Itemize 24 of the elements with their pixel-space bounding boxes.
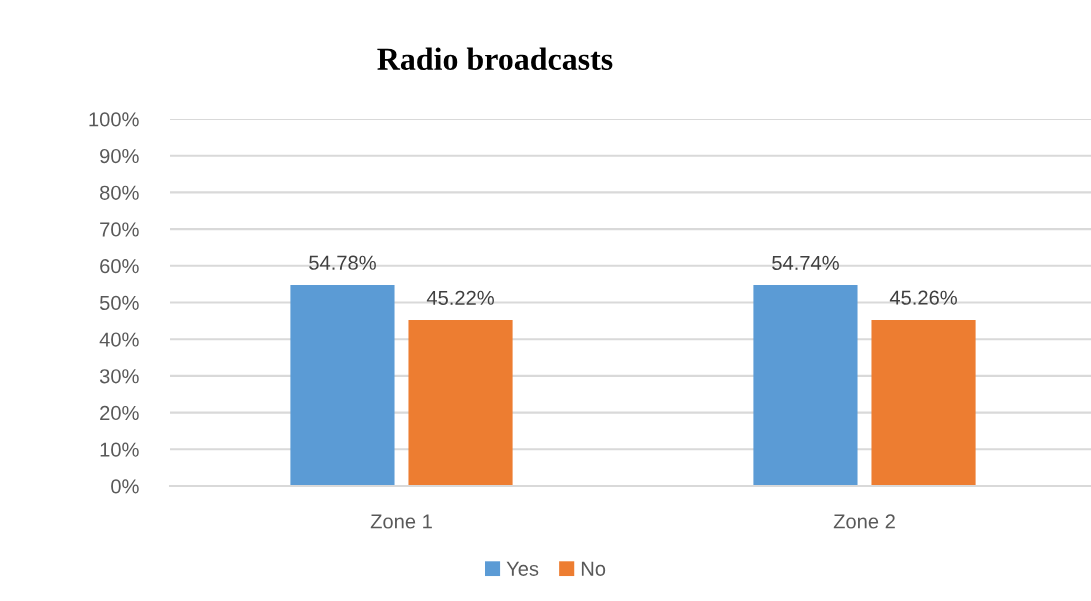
x-tick-label: Zone 2 bbox=[833, 514, 895, 529]
x-tick-label: Zone 1 bbox=[370, 514, 432, 529]
data-label: 45.22% bbox=[426, 290, 494, 305]
data-label: 54.78% bbox=[309, 255, 376, 270]
bar bbox=[753, 285, 858, 486]
y-tick-label: 40% bbox=[99, 332, 139, 347]
y-tick-label: 60% bbox=[100, 259, 139, 274]
y-tick-label: 50% bbox=[99, 295, 139, 310]
y-tick-label: 30% bbox=[99, 369, 139, 384]
legend-label: Yes bbox=[506, 561, 539, 576]
y-tick-label: 20% bbox=[100, 405, 139, 421]
y-tick-label: 100% bbox=[89, 112, 139, 127]
chart-title: Radio broadcasts bbox=[377, 47, 613, 70]
y-tick-label: 90% bbox=[100, 148, 139, 164]
data-label: 45.26% bbox=[889, 290, 957, 305]
y-tick-label: 10% bbox=[100, 442, 139, 457]
y-tick-label: 0% bbox=[111, 479, 139, 494]
bar bbox=[871, 319, 976, 486]
data-label: 54.74% bbox=[772, 255, 839, 271]
legend-label: No bbox=[581, 561, 606, 576]
bar bbox=[290, 284, 395, 486]
y-tick-label: 70% bbox=[100, 222, 139, 237]
y-tick-label: 80% bbox=[100, 185, 139, 200]
bar bbox=[408, 320, 513, 486]
